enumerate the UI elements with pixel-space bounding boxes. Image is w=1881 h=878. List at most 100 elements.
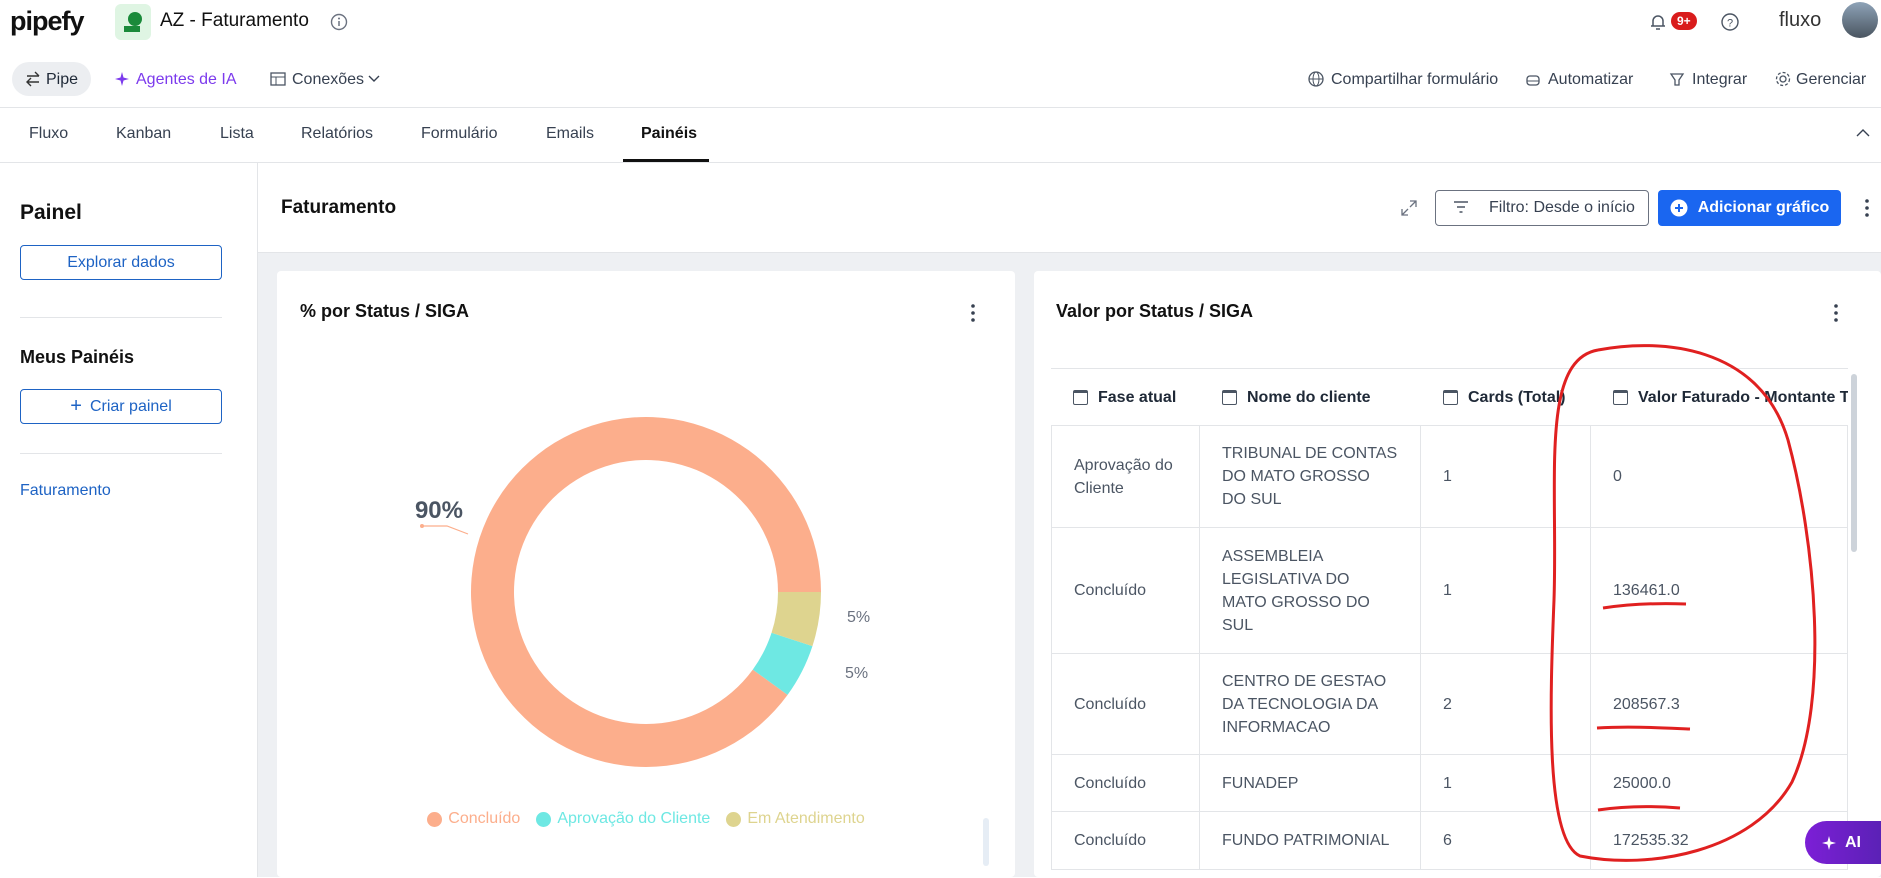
dashboard-header: [258, 163, 1881, 253]
tab[interactable]: Formulário: [421, 125, 498, 142]
table-icon: [270, 72, 286, 86]
chart-title: % por Status / SIGA: [300, 301, 470, 321]
panel-link[interactable]: Faturamento: [20, 482, 111, 499]
tab[interactable]: Painéis: [641, 125, 698, 142]
dashboard-title: Faturamento: [281, 197, 397, 218]
tab[interactable]: Relatórios: [301, 125, 374, 142]
table-cell: Concluído: [1051, 755, 1200, 812]
ai-button[interactable]: AI: [1805, 821, 1881, 864]
table-cell: ASSEMBLEIA LEGISLATIVA DO MATO GROSSO DO…: [1200, 528, 1421, 654]
table-cell: 1: [1421, 755, 1591, 812]
legend-swatch: [427, 811, 443, 827]
expand-icon[interactable]: [1400, 199, 1418, 217]
globe-icon: [1308, 71, 1324, 87]
gear-icon: [1775, 71, 1791, 87]
divider: [0, 162, 1881, 163]
pipe-pill[interactable]: [12, 62, 91, 96]
table-cell: Concluído: [1051, 812, 1200, 870]
info-icon[interactable]: [330, 13, 348, 31]
add-chart-button[interactable]: Adicionar gráfico: [1658, 190, 1841, 226]
column-icon: [1073, 389, 1088, 405]
sparkle-icon: [115, 72, 129, 86]
table-cell: 25000.0: [1591, 755, 1848, 812]
card-menu[interactable]: [1833, 303, 1839, 323]
table-title: Valor por Status / SIGA: [1056, 301, 1254, 321]
divider: [20, 317, 222, 318]
tab[interactable]: Kanban: [116, 125, 172, 142]
sidebar-title: Painel: [20, 201, 82, 224]
brand: fluxo: [1779, 9, 1822, 31]
table-cell: 136461.0: [1591, 528, 1848, 654]
integrate[interactable]: Integrar: [1692, 71, 1748, 88]
filter-label[interactable]: Filtro: Desde o início: [1489, 199, 1635, 216]
table-cell: Aprovação do Cliente: [1051, 426, 1200, 528]
table-cell: FUNADEP: [1200, 755, 1421, 812]
table-cell: 0: [1591, 426, 1848, 528]
column-title: Cards (Total): [1468, 388, 1566, 406]
column-icon: [1222, 389, 1237, 405]
avatar[interactable]: [1842, 2, 1878, 38]
column-title: Nome do cliente: [1247, 388, 1371, 406]
tab[interactable]: Emails: [546, 125, 595, 142]
collapse-chevron[interactable]: [1856, 128, 1870, 138]
table-cell: TRIBUNAL DE CONTAS DO MATO GROSSO DO SUL: [1200, 426, 1421, 528]
table-cell: 208567.3: [1591, 654, 1848, 755]
donut-segment: [470, 417, 821, 767]
filter-icon: [1454, 201, 1468, 213]
table-cell: Concluído: [1051, 528, 1200, 654]
column-header[interactable]: Nome do cliente: [1200, 369, 1421, 426]
more-icon[interactable]: [1864, 198, 1870, 218]
data-label: 90%: [415, 497, 463, 524]
robot-icon: [1526, 75, 1540, 86]
plus-circle-icon: [1670, 199, 1688, 217]
legend-item[interactable]: Aprovação do Cliente: [536, 810, 710, 828]
legend-item[interactable]: Concluído: [427, 810, 520, 828]
pipe-tab[interactable]: Pipe: [46, 71, 79, 88]
column-title: Fase atual: [1098, 388, 1177, 406]
card-menu[interactable]: [970, 303, 976, 323]
create-panel-button[interactable]: + Criar painel: [20, 389, 222, 424]
notification-badge[interactable]: 9+: [1671, 12, 1697, 30]
svg-text:?: ?: [1727, 18, 1733, 30]
agents-link[interactable]: Agentes de IA: [136, 71, 237, 88]
column-header[interactable]: Valor Faturado - Montante T: [1591, 369, 1848, 426]
automate[interactable]: Automatizar: [1548, 71, 1634, 88]
column-header[interactable]: Cards (Total): [1421, 369, 1591, 426]
bell-icon[interactable]: [1648, 12, 1668, 32]
table-cell: 2: [1421, 654, 1591, 755]
scrollbar: [983, 818, 989, 866]
filter-button[interactable]: [1435, 190, 1649, 226]
legend: Concluído Aprovação do Cliente Em Atendime…: [277, 810, 1015, 828]
logo[interactable]: pipefy: [10, 6, 85, 36]
donut-segment: [752, 632, 813, 695]
chart-card: [277, 271, 1015, 877]
chevron-down: [368, 75, 380, 82]
data-table: Fase atual Nome do cliente Cards (Total) Va…: [1051, 368, 1848, 878]
plus-icon: +: [70, 395, 82, 417]
share-form[interactable]: Compartilhar formulário: [1331, 71, 1499, 88]
leader-line: [422, 525, 469, 535]
table-cell: FUNDO PATRIMONIAL: [1200, 812, 1421, 870]
donut-chart: 90% 5% 5%: [415, 417, 870, 767]
divider: [0, 107, 1881, 108]
add-chart-label: Adicionar gráfico: [1697, 199, 1830, 216]
explore-button[interactable]: Explorar dados: [20, 245, 222, 280]
pipe-name[interactable]: AZ - Faturamento: [160, 10, 309, 31]
manage[interactable]: Gerenciar: [1796, 71, 1867, 88]
data-label: 5%: [847, 609, 870, 626]
column-header[interactable]: Fase atual: [1051, 369, 1200, 426]
table-scrollbar: [1851, 374, 1857, 552]
donut-segment: [771, 592, 821, 647]
tab[interactable]: Lista: [220, 125, 254, 142]
table-cell: 1: [1421, 426, 1591, 528]
active-tab-indicator: [623, 159, 709, 162]
connections-menu[interactable]: Conexões: [292, 71, 365, 88]
table-cell: Concluído: [1051, 654, 1200, 755]
tab[interactable]: Fluxo: [29, 125, 69, 142]
help-icon[interactable]: ?: [1720, 12, 1740, 32]
legend-item[interactable]: Em Atendimento: [726, 810, 865, 828]
divider: [20, 453, 222, 454]
my-panels-heading: Meus Painéis: [20, 347, 135, 367]
swap-icon: [26, 71, 40, 87]
